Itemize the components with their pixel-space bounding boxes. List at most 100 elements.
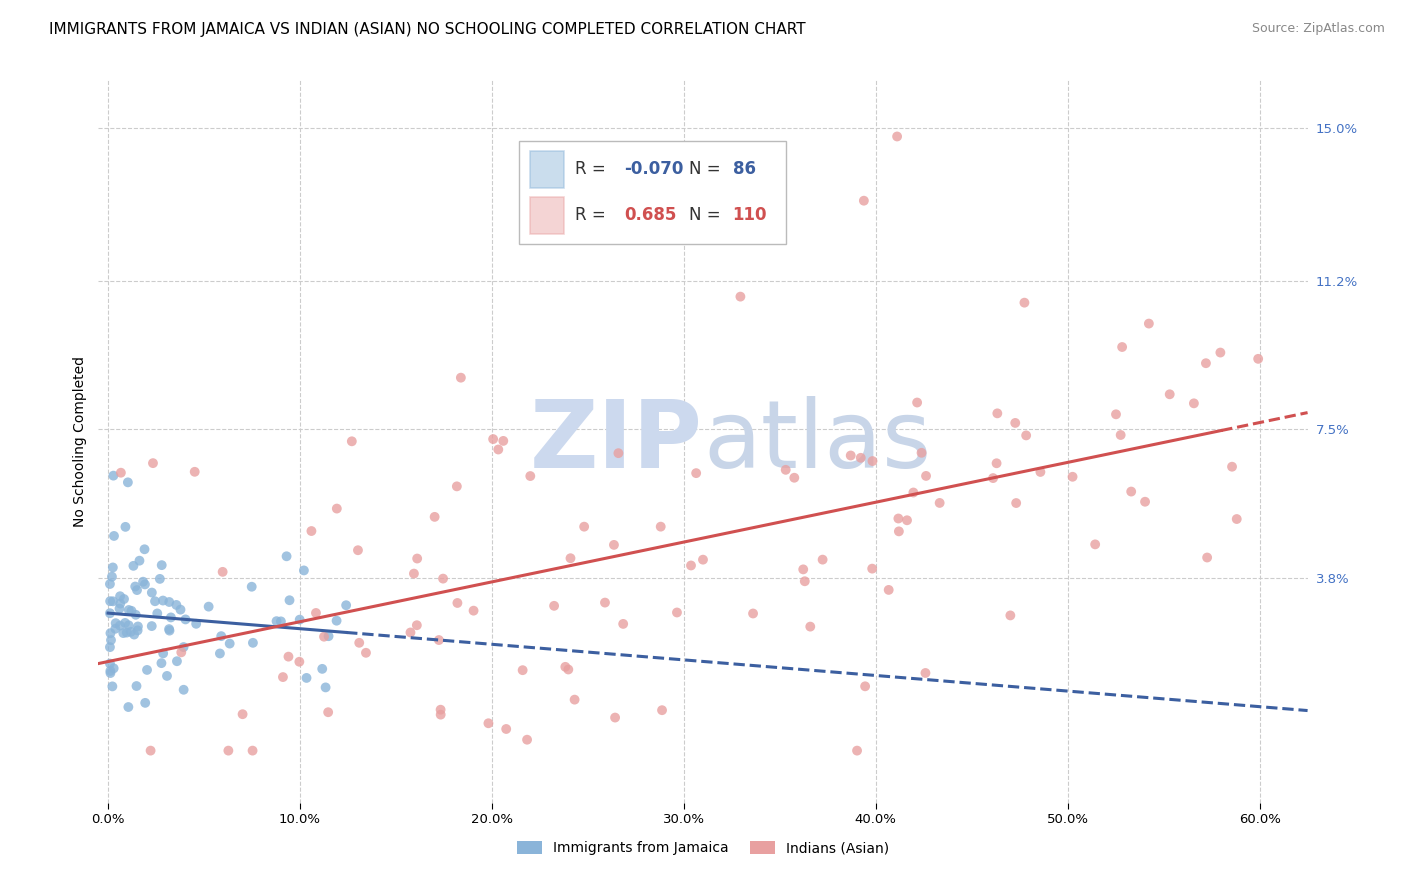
Point [277, 649, 299, 664]
Point [266, 614, 288, 628]
Point [877, 582, 900, 597]
Point [593, 596, 616, 610]
Point [295, 671, 318, 685]
Point [104, 622, 127, 636]
Point [98, 640, 121, 655]
Point [1014, 295, 1036, 310]
Point [232, 707, 254, 722]
Point [149, 572, 172, 586]
Point [429, 707, 451, 722]
Point [612, 616, 634, 631]
Point [271, 670, 294, 684]
Point [100, 633, 122, 648]
Point [516, 732, 538, 747]
Point [1209, 345, 1232, 359]
Text: atlas: atlas [703, 395, 931, 488]
Point [118, 618, 141, 632]
Point [125, 607, 148, 622]
Point [1159, 387, 1181, 401]
Point [651, 703, 673, 717]
Point [103, 661, 125, 675]
Point [120, 624, 142, 639]
Point [305, 606, 328, 620]
Point [311, 662, 333, 676]
Point [165, 598, 187, 612]
Point [846, 744, 869, 758]
Point [100, 626, 122, 640]
Point [928, 496, 950, 510]
Point [125, 679, 148, 693]
Point [183, 465, 205, 479]
Text: 0.685: 0.685 [624, 206, 676, 224]
Point [312, 630, 335, 644]
Point [692, 552, 714, 566]
Point [101, 570, 124, 584]
Point [270, 615, 292, 629]
Point [1004, 416, 1026, 430]
Point [429, 703, 451, 717]
Point [543, 599, 565, 613]
Point [402, 566, 425, 581]
Point [792, 562, 814, 576]
Point [98, 577, 121, 591]
Point [607, 446, 630, 460]
Point [143, 594, 166, 608]
Point [134, 696, 156, 710]
Point [853, 679, 876, 693]
Point [326, 501, 349, 516]
Point [423, 509, 446, 524]
Point [166, 654, 188, 668]
Point [98, 606, 121, 620]
Point [278, 593, 301, 607]
Point [852, 194, 875, 208]
Point [406, 551, 429, 566]
Point [146, 607, 169, 621]
Point [1084, 537, 1107, 551]
Point [108, 601, 131, 615]
Point [1121, 484, 1143, 499]
Point [986, 406, 1008, 420]
Point [157, 622, 180, 636]
Point [169, 602, 191, 616]
Point [1226, 512, 1249, 526]
Point [136, 663, 159, 677]
Point [986, 456, 1008, 470]
Point [572, 519, 595, 533]
Point [242, 744, 264, 758]
Point [783, 471, 806, 485]
Point [463, 604, 485, 618]
Point [276, 549, 298, 564]
Point [288, 613, 311, 627]
Point [98, 594, 121, 608]
Point [134, 577, 156, 591]
Point [101, 560, 124, 574]
Point [128, 554, 150, 568]
Point [159, 624, 181, 638]
Point [1137, 317, 1160, 331]
Point [115, 625, 138, 640]
Point [564, 692, 586, 706]
Point [112, 592, 135, 607]
Point [811, 552, 834, 566]
FancyBboxPatch shape [519, 141, 786, 244]
Point [101, 679, 124, 693]
Point [318, 629, 340, 643]
Point [495, 722, 517, 736]
Point [446, 596, 468, 610]
Point [1062, 469, 1084, 483]
Point [173, 682, 195, 697]
Point [118, 603, 141, 617]
Point [103, 468, 125, 483]
Point [100, 666, 122, 681]
Text: 110: 110 [733, 206, 768, 224]
Point [127, 624, 149, 638]
Point [174, 612, 197, 626]
Point [98, 664, 121, 678]
Point [1197, 550, 1219, 565]
Point [896, 513, 918, 527]
Point [603, 710, 626, 724]
Point [405, 618, 427, 632]
Point [860, 561, 883, 575]
Point [399, 625, 422, 640]
Point [101, 594, 124, 608]
